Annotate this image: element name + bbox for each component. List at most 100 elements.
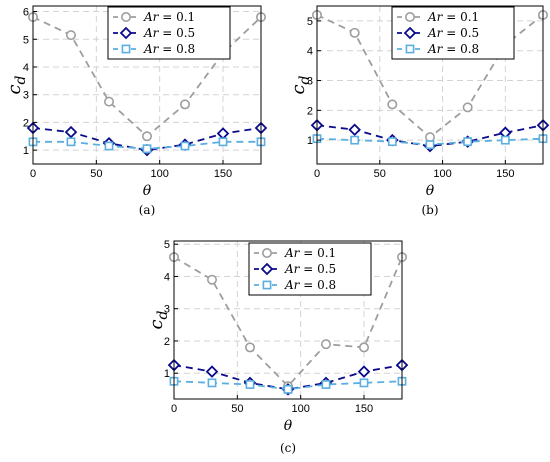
data-point	[205, 365, 219, 378]
legend: Ar = 0.1Ar = 0.5Ar = 0.8	[391, 6, 515, 60]
legend-marker	[262, 280, 272, 290]
panel-caption: (b)	[421, 203, 438, 217]
legend-label: Ar = 0.1	[284, 246, 336, 260]
data-point	[357, 365, 371, 378]
x-tick-label: 0	[30, 168, 36, 180]
legend-marker	[121, 12, 132, 22]
y-tick-label: 4	[307, 46, 313, 58]
y-tick-label: 2	[307, 105, 313, 117]
y-tick-label: 4	[164, 271, 170, 283]
legend-marker	[261, 248, 272, 259]
y-axis-label: cd	[288, 75, 313, 94]
legend-label: Ar = 0.5	[427, 26, 479, 40]
legend-label-var: Ar	[427, 26, 444, 40]
legend-label-value: = 0.8	[442, 42, 479, 56]
data-point	[66, 137, 76, 147]
plot-frame	[316, 5, 544, 165]
data-point	[463, 137, 473, 147]
legend-label: Ar = 0.1	[427, 10, 479, 24]
data-point	[207, 378, 217, 388]
data-point	[462, 102, 473, 113]
y-axis-label: cd	[4, 75, 29, 94]
data-point	[180, 99, 191, 110]
data-point	[104, 96, 115, 107]
legend-label-value: = 0.1	[442, 10, 479, 24]
x-axis-label: θ	[143, 183, 152, 199]
data-point	[350, 135, 360, 145]
legend-label: Ar = 0.8	[427, 42, 479, 56]
y-tick-label: 3	[164, 304, 170, 316]
legend-marker	[121, 44, 131, 54]
plot-frame	[173, 240, 403, 400]
legend-marker	[404, 12, 415, 22]
data-point	[387, 137, 397, 147]
y-tick-label: 6	[23, 7, 29, 19]
y-tick-label: 5	[23, 34, 29, 46]
legend-label: Ar = 0.8	[284, 278, 336, 292]
legend-marker	[405, 44, 415, 54]
y-tick-label: 3	[23, 90, 29, 102]
data-point	[218, 137, 228, 147]
data-point	[387, 99, 398, 110]
legend: Ar = 0.1Ar = 0.5Ar = 0.8	[107, 6, 231, 60]
data-point	[358, 342, 369, 353]
data-point	[207, 274, 218, 285]
legend-marker	[119, 26, 133, 40]
x-tick-label: 100	[291, 403, 309, 415]
plot-frame	[32, 5, 262, 165]
legend-label-value: = 0.1	[299, 246, 336, 260]
x-axis-label: θ	[284, 418, 293, 434]
legend-label-var: Ar	[427, 10, 444, 24]
data-point	[500, 135, 510, 145]
legend-label-var: Ar	[143, 26, 160, 40]
legend-marker	[260, 262, 274, 276]
legend-label-var: Ar	[427, 42, 444, 56]
legend: Ar = 0.1 Ar = 0.5 Ar = 0.8	[248, 242, 372, 296]
y-axis-label-main: c	[146, 319, 167, 329]
data-point	[348, 123, 361, 136]
y-axis-label: cd	[146, 310, 171, 329]
y-tick-label: 2	[164, 336, 170, 348]
y-tick-label: 1	[164, 368, 170, 380]
legend-label-value: = 0.5	[158, 26, 195, 40]
data-point	[320, 339, 331, 350]
legend-label-value: = 0.8	[299, 278, 336, 292]
legend-label-var: Ar	[284, 246, 301, 260]
panel-caption: (c)	[280, 441, 296, 455]
x-tick-label: 0	[314, 168, 320, 180]
x-tick-label: 150	[214, 168, 232, 180]
data-point	[142, 131, 153, 142]
legend-label-var: Ar	[143, 42, 160, 56]
legend-label: Ar = 0.8	[143, 42, 195, 56]
legend-label-var: Ar	[143, 10, 160, 24]
data-point	[245, 342, 256, 353]
y-axis-label-subscript: d	[13, 75, 29, 84]
data-point	[349, 27, 360, 38]
y-tick-label: 1	[307, 135, 313, 147]
legend-label-value: = 0.5	[442, 26, 479, 40]
legend-marker	[403, 26, 417, 40]
y-axis-label-main: c	[288, 84, 309, 94]
legend-label-value: = 0.1	[158, 10, 195, 24]
y-tick-label: 5	[307, 16, 313, 28]
y-tick-label: 4	[23, 62, 29, 74]
x-tick-label: 150	[496, 168, 514, 180]
y-tick-label: 5	[164, 239, 170, 251]
x-tick-label: 100	[150, 168, 168, 180]
x-axis-label: θ	[426, 183, 435, 199]
y-axis-label-subscript: d	[155, 310, 171, 319]
data-point	[64, 125, 78, 139]
legend-label-var: Ar	[284, 278, 301, 292]
y-axis-label-text: cd	[288, 75, 313, 94]
data-point	[104, 141, 114, 151]
legend-label: Ar = 0.1	[143, 10, 195, 24]
legend-label: Ar = 0.5	[284, 262, 336, 276]
panel-caption: (a)	[139, 203, 156, 217]
y-axis-label-subscript: d	[297, 75, 313, 84]
y-axis-label-text: cd	[4, 75, 29, 94]
y-tick-label: 1	[23, 145, 29, 157]
